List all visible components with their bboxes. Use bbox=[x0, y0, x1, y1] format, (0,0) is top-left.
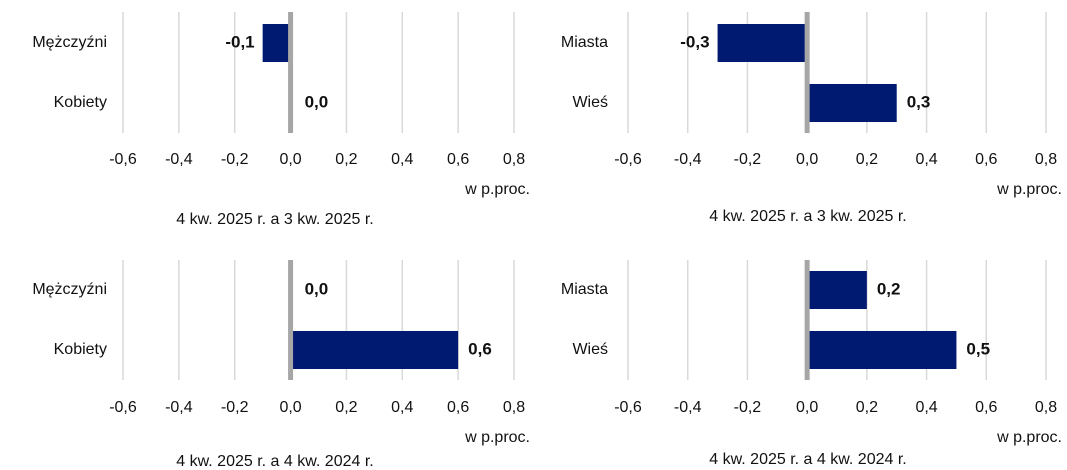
x-tick-label: 0,0 bbox=[796, 399, 818, 416]
category-label: Mężczyźni bbox=[32, 34, 107, 51]
x-tick-label: 0,2 bbox=[335, 399, 357, 416]
value-label: -0,1 bbox=[225, 32, 254, 51]
value-label: 0,0 bbox=[305, 279, 329, 298]
bar bbox=[807, 84, 897, 122]
x-tick-label: -0,6 bbox=[109, 399, 137, 416]
chart-title: 4 kw. 2025 r. a 3 kw. 2025 r. bbox=[709, 208, 906, 225]
x-tick-label: -0,2 bbox=[221, 399, 249, 416]
value-label: 0,0 bbox=[305, 92, 329, 111]
value-label: 0,2 bbox=[877, 279, 901, 298]
x-tick-label: -0,4 bbox=[165, 151, 193, 168]
chart-title: 4 kw. 2025 r. a 3 kw. 2025 r. bbox=[176, 211, 373, 228]
x-axis-label: w p.proc. bbox=[464, 181, 530, 198]
category-label: Miasta bbox=[561, 281, 608, 298]
value-label: -0,3 bbox=[680, 32, 709, 51]
x-tick-label: 0,4 bbox=[915, 151, 937, 168]
category-label: Mężczyźni bbox=[32, 281, 107, 298]
x-tick-label: 0,8 bbox=[1035, 151, 1057, 168]
chart-title: 4 kw. 2025 r. a 4 kw. 2024 r. bbox=[176, 453, 373, 470]
x-tick-label: -0,4 bbox=[674, 399, 702, 416]
category-label: Miasta bbox=[561, 34, 608, 51]
chart-title: 4 kw. 2025 r. a 4 kw. 2024 r. bbox=[709, 451, 906, 468]
category-label: Kobiety bbox=[54, 94, 107, 111]
category-label: Wieś bbox=[572, 94, 608, 111]
x-tick-label: -0,6 bbox=[109, 151, 137, 168]
x-tick-label: -0,2 bbox=[734, 399, 762, 416]
bar bbox=[807, 271, 867, 309]
bar bbox=[807, 331, 957, 369]
value-label: 0,5 bbox=[966, 339, 990, 358]
x-tick-label: 0,6 bbox=[447, 399, 469, 416]
x-tick-label: -0,2 bbox=[734, 151, 762, 168]
x-tick-label: 0,6 bbox=[975, 151, 997, 168]
value-label: 0,3 bbox=[907, 92, 931, 111]
category-label: Kobiety bbox=[54, 341, 107, 358]
bar bbox=[290, 331, 459, 369]
x-tick-label: 0,8 bbox=[503, 151, 525, 168]
x-tick-label: 0,4 bbox=[915, 399, 937, 416]
x-tick-label: 0,0 bbox=[796, 151, 818, 168]
x-tick-label: 0,2 bbox=[856, 151, 878, 168]
x-tick-label: 0,0 bbox=[279, 399, 301, 416]
x-axis-label: w p.proc. bbox=[996, 429, 1062, 446]
bar bbox=[262, 24, 291, 62]
x-tick-label: -0,6 bbox=[614, 151, 642, 168]
x-tick-label: 0,4 bbox=[391, 399, 413, 416]
x-tick-label: 0,8 bbox=[503, 399, 525, 416]
x-tick-label: -0,6 bbox=[614, 399, 642, 416]
x-tick-label: 0,6 bbox=[975, 399, 997, 416]
x-tick-label: 0,8 bbox=[1035, 399, 1057, 416]
x-tick-label: -0,4 bbox=[165, 399, 193, 416]
x-axis-label: w p.proc. bbox=[996, 181, 1062, 198]
category-label: Wieś bbox=[572, 341, 608, 358]
x-tick-label: -0,4 bbox=[674, 151, 702, 168]
x-tick-label: 0,6 bbox=[447, 151, 469, 168]
x-axis-label: w p.proc. bbox=[464, 429, 530, 446]
bar bbox=[717, 24, 808, 62]
value-label: 0,6 bbox=[468, 339, 492, 358]
x-tick-label: 0,0 bbox=[279, 151, 301, 168]
x-tick-label: -0,2 bbox=[221, 151, 249, 168]
x-tick-label: 0,2 bbox=[856, 399, 878, 416]
x-tick-label: 0,4 bbox=[391, 151, 413, 168]
x-tick-label: 0,2 bbox=[335, 151, 357, 168]
